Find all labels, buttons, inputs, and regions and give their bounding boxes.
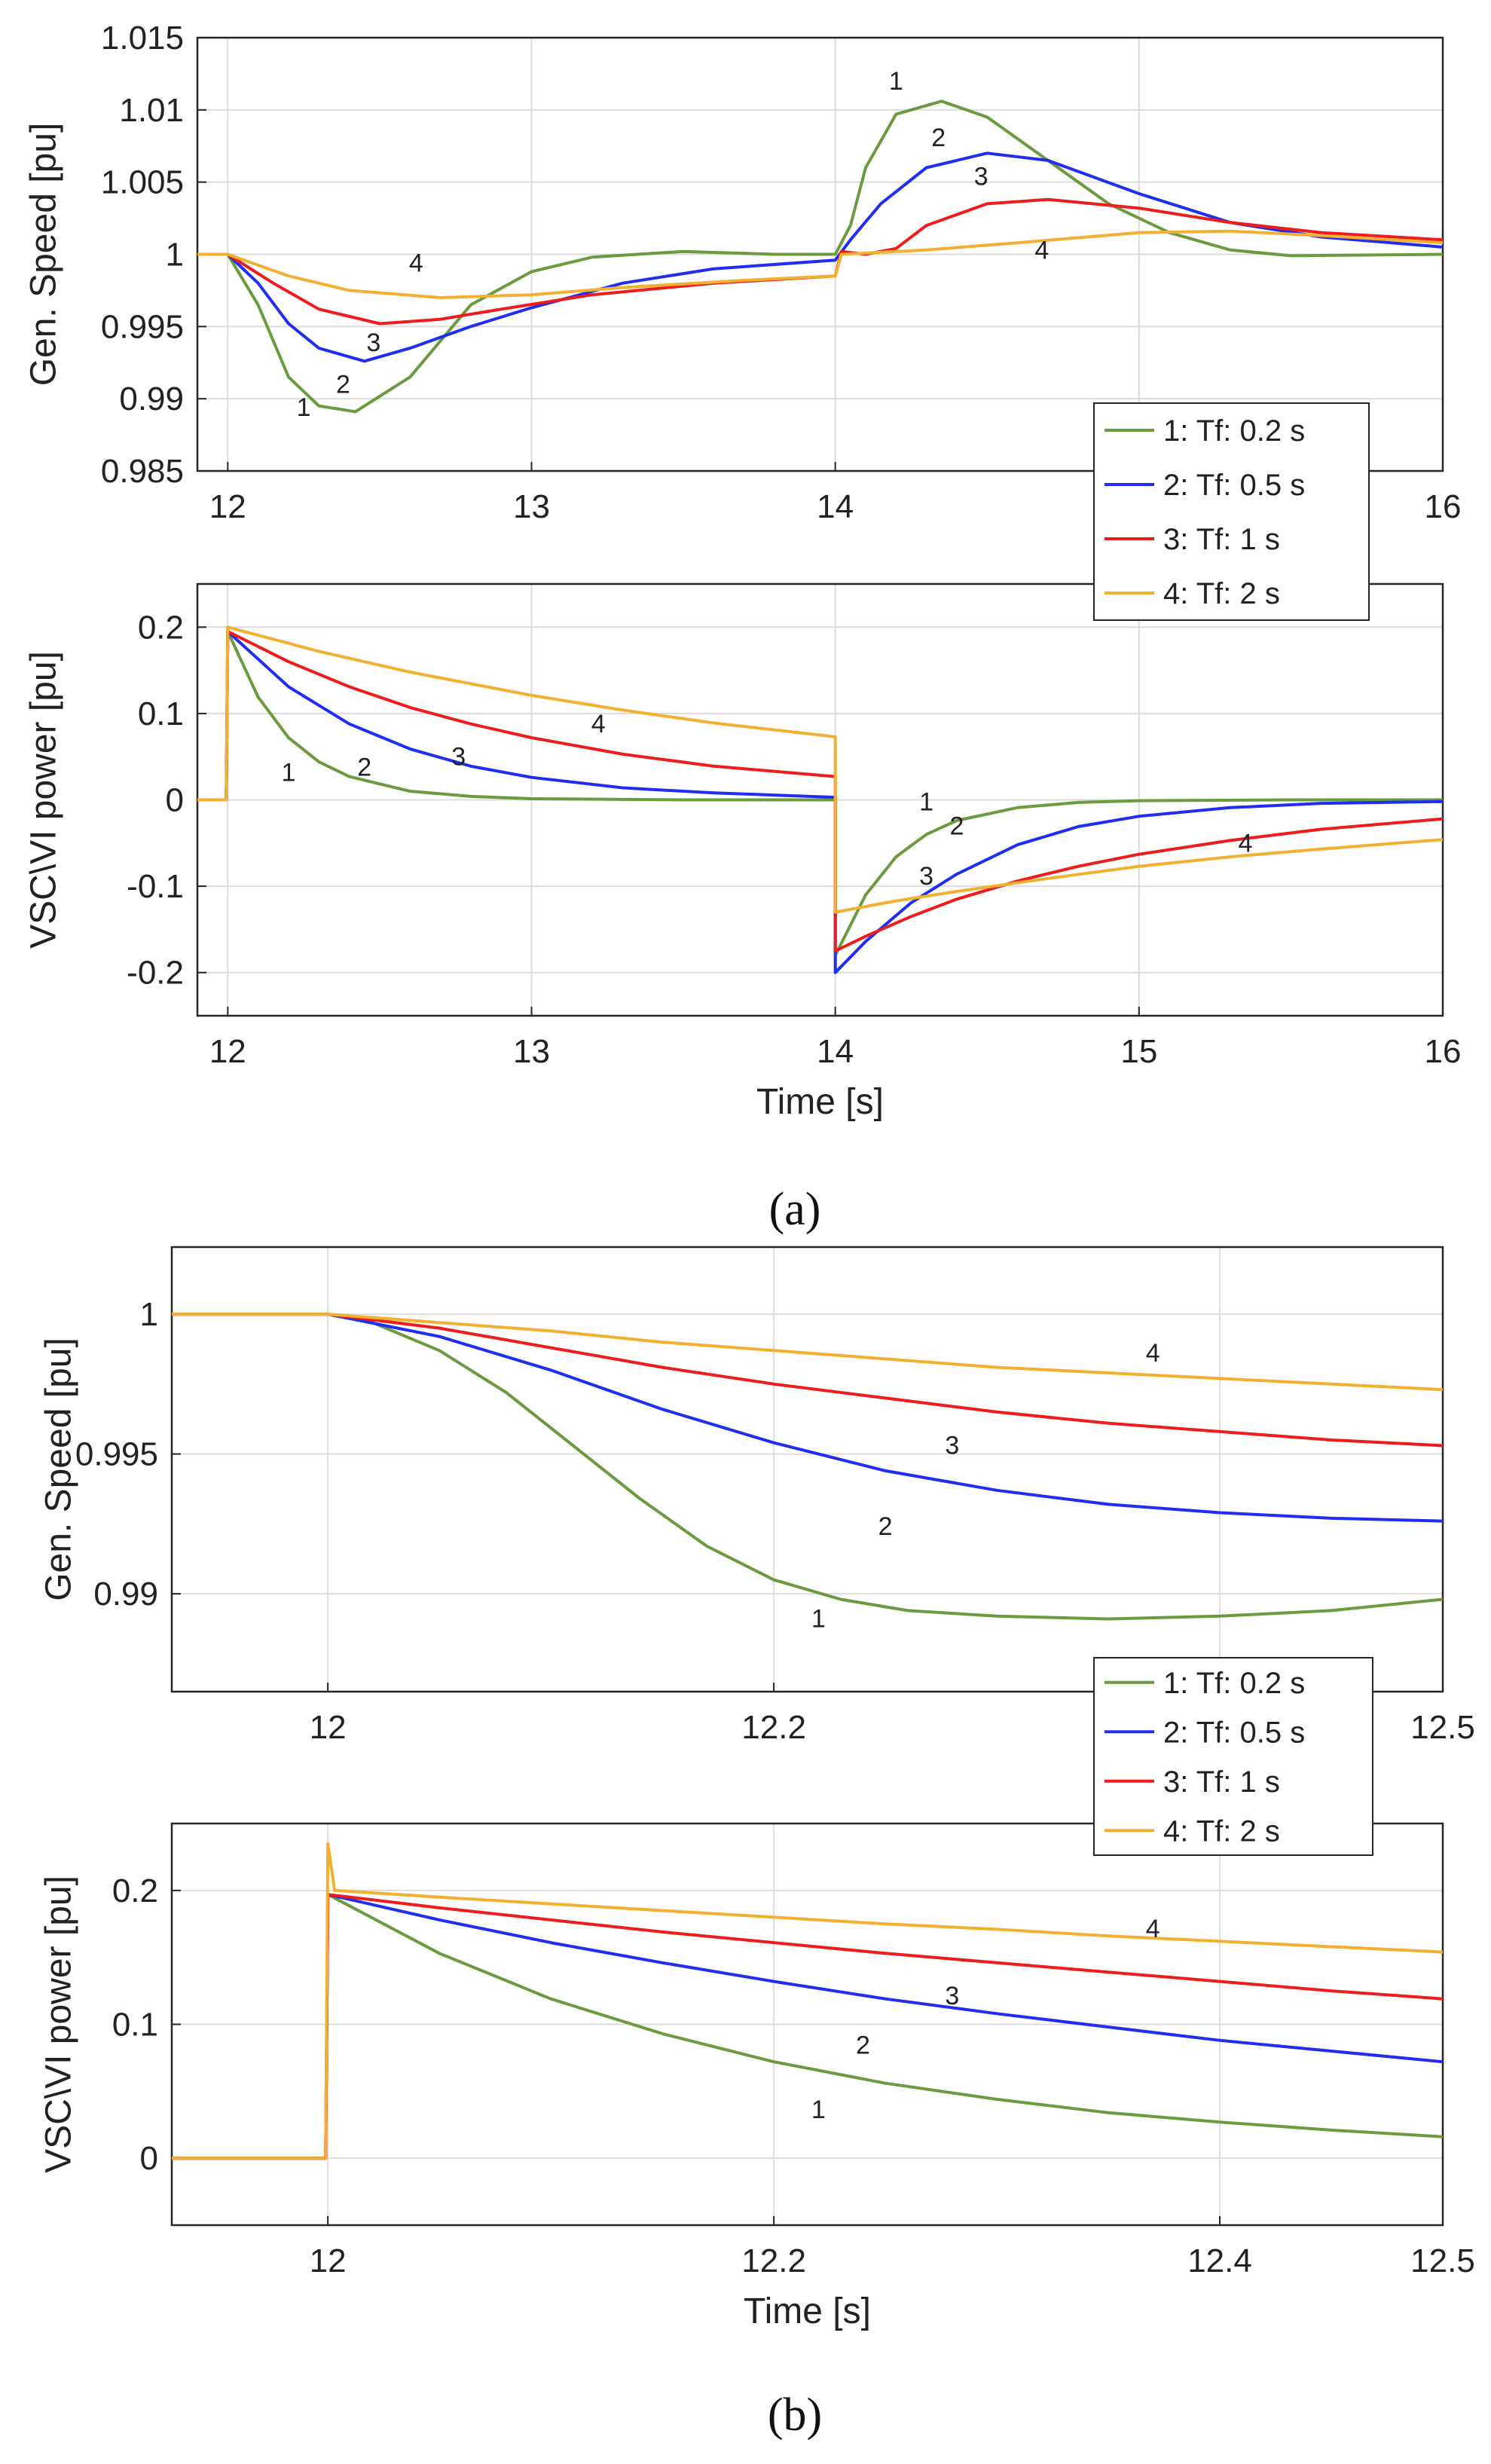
x-tick-label: 14: [817, 1033, 854, 1070]
x-tick-label: 12.2: [741, 1709, 806, 1746]
x-tick-label: 12: [209, 1033, 246, 1070]
series-line-3: [172, 1313, 1443, 1448]
series-line-1: [172, 1313, 1443, 1621]
y-tick-label: 0.2: [112, 1872, 158, 1909]
legend-label-2: 2: Tf: 0.5 s: [1163, 1716, 1305, 1749]
x-tick-label: 14: [817, 488, 854, 525]
curve-number-label: 2: [931, 124, 946, 152]
curve-number-label: 3: [945, 1982, 959, 2010]
x-tick-label: 12: [310, 1709, 347, 1746]
curve-number-label: 1: [811, 1605, 826, 1634]
curve-number-label: 4: [591, 710, 606, 738]
curve-number-label: 1: [889, 67, 903, 96]
y-axis-label: VSC\VI power [pu]: [24, 651, 64, 949]
x-tick-label: 15: [1120, 1033, 1157, 1070]
y-tick-label: 0.1: [138, 695, 184, 732]
legend-label-1: 1: Tf: 0.2 s: [1163, 1667, 1305, 1700]
series-line-2: [197, 151, 1443, 363]
x-tick-label: 12.2: [741, 2242, 806, 2279]
series-line-2: [172, 1313, 1443, 1523]
curve-number-label: 1: [811, 2096, 826, 2124]
curve-number-label: 4: [409, 249, 423, 278]
legend-a: 1: Tf: 0.2 s 2: Tf: 0.5 s 3: Tf: 1 s 4: Tf:…: [1093, 402, 1370, 621]
y-tick-label: 0: [166, 782, 184, 819]
y-tick-label: 0: [140, 2140, 158, 2177]
legend-label-3: 3: Tf: 1 s: [1163, 1765, 1280, 1799]
y-tick-label: 0.995: [101, 308, 184, 345]
curve-number-label: 1: [919, 787, 933, 816]
curve-number-label: 4: [1034, 236, 1049, 264]
curve-number-label: 4: [1146, 1915, 1160, 1943]
x-tick-label: 12.5: [1410, 2242, 1475, 2279]
curve-number-label: 3: [366, 329, 380, 357]
curve-number-label: 3: [919, 862, 933, 891]
legend-label-2: 2: Tf: 0.5 s: [1163, 469, 1305, 502]
y-tick-label: 0.99: [119, 381, 184, 417]
panel-b-caption: (b): [768, 2389, 822, 2441]
legend-box: [1093, 402, 1370, 621]
curve-number-label: 2: [878, 1512, 893, 1541]
y-tick-label: 0.1: [112, 2007, 158, 2044]
curve-number-label: 1: [297, 393, 311, 422]
y-tick-label: 0.2: [138, 609, 184, 646]
chart-a-generator-speed: 12 13 14 160.9850.990.99511.0051.011.015Gen…: [24, 20, 1462, 525]
y-tick-label: 0.99: [93, 1576, 158, 1613]
x-tick-label: 13: [513, 488, 550, 525]
x-axis-label: Time [s]: [744, 2291, 871, 2331]
x-tick-label: 16: [1425, 1033, 1462, 1070]
panel-a-caption: (a): [769, 1184, 821, 1235]
y-tick-label: 0.995: [75, 1436, 158, 1473]
curve-number-label: 4: [1238, 829, 1252, 858]
curve-number-label: 2: [336, 371, 350, 399]
y-tick-label: 1.015: [101, 20, 184, 57]
y-axis-label: Gen. Speed [pu]: [39, 1337, 79, 1601]
series-line-4: [172, 1313, 1443, 1392]
y-tick-label: 1.005: [101, 164, 184, 201]
x-tick-label: 13: [513, 1033, 550, 1070]
legend-label-3: 3: Tf: 1 s: [1163, 523, 1280, 556]
curve-number-label: 2: [856, 2031, 870, 2060]
series-line-4: [197, 229, 1443, 299]
curve-number-label: 4: [1146, 1339, 1160, 1368]
curve-number-label: 3: [974, 163, 988, 191]
series-line-4: [172, 1842, 1443, 2160]
curve-number-label: 2: [357, 753, 371, 781]
x-tick-label: 12: [209, 488, 246, 525]
y-tick-label: -0.1: [127, 868, 184, 905]
x-tick-label: 12: [310, 2242, 347, 2279]
series-group: [172, 1313, 1443, 1621]
curve-number-label: 3: [945, 1432, 959, 1460]
curve-number-label: 2: [949, 812, 964, 840]
x-tick-label: 16: [1425, 488, 1462, 525]
x-tick-label: 12.5: [1410, 1709, 1475, 1746]
x-tick-label: 12.4: [1187, 2242, 1252, 2279]
series-group: [172, 1842, 1443, 2160]
legend-label-4: 4: Tf: 2 s: [1163, 1814, 1280, 1848]
y-axis-label: Gen. Speed [pu]: [24, 123, 64, 387]
axes-box: [170, 1246, 1444, 1693]
y-axis-label: VSC\VI power [pu]: [39, 1876, 79, 2173]
series-group: [197, 625, 1443, 974]
series-group: [197, 99, 1443, 414]
series-line-1: [197, 99, 1443, 414]
curve-number-label: 3: [451, 743, 466, 772]
y-tick-label: 1: [140, 1296, 158, 1333]
legend-label-4: 4: Tf: 2 s: [1163, 577, 1280, 610]
series-line-4: [197, 625, 1443, 914]
legend-b: 1: Tf: 0.2 s 2: Tf: 0.5 s 3: Tf: 1 s 4: Tf:…: [1093, 1657, 1373, 1856]
legend-label-1: 1: Tf: 0.2 s: [1163, 414, 1305, 448]
y-tick-label: 0.985: [101, 453, 184, 490]
curve-number-label: 1: [281, 758, 295, 787]
y-tick-label: 1.01: [119, 92, 184, 129]
series-line-1: [197, 630, 1443, 957]
y-tick-label: -0.2: [127, 955, 184, 992]
x-axis-label: Time [s]: [756, 1082, 884, 1122]
legend-box: [1093, 1657, 1373, 1856]
y-tick-label: 1: [166, 237, 184, 274]
